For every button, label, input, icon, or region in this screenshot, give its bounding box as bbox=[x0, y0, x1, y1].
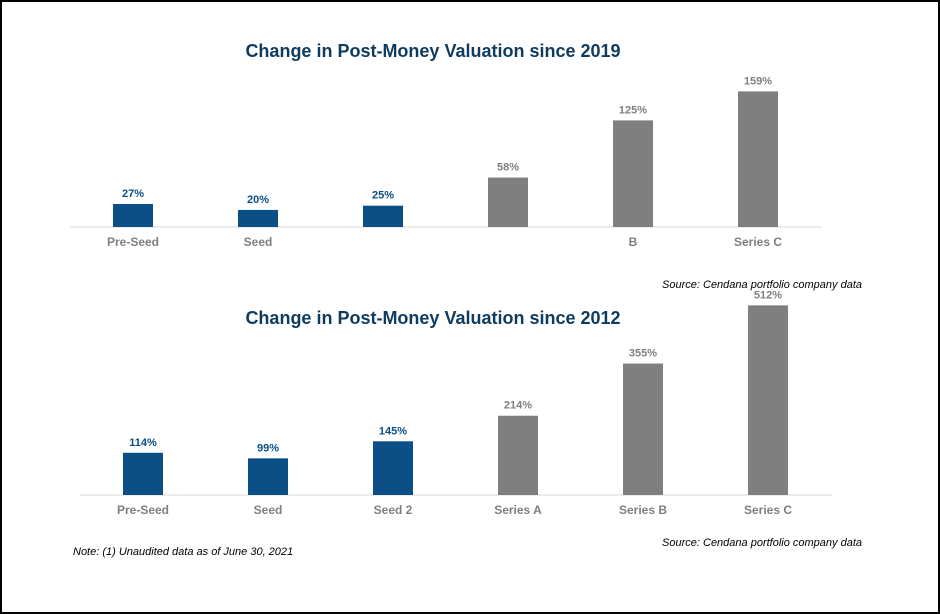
chart-2-title: Change in Post-Money Valuation since 201… bbox=[245, 308, 621, 328]
bar bbox=[238, 209, 278, 227]
bar bbox=[488, 177, 528, 227]
footnote: Note: (1) Unaudited data as of June 30, … bbox=[73, 546, 294, 558]
category-label: Series B bbox=[619, 503, 667, 517]
chart-1-title: Change in Post-Money Valuation since 201… bbox=[245, 41, 621, 61]
bar bbox=[498, 415, 538, 495]
bar bbox=[613, 120, 653, 227]
data-label: 355% bbox=[629, 348, 657, 360]
bar bbox=[738, 91, 778, 227]
category-label: Pre-Seed bbox=[117, 503, 169, 517]
data-label: 145% bbox=[379, 425, 407, 437]
chart-1-source: Source: Cendana portfolio company data bbox=[662, 279, 862, 291]
data-label: 114% bbox=[129, 437, 157, 449]
data-label: 27% bbox=[122, 188, 144, 200]
bar bbox=[113, 203, 153, 227]
data-label: 125% bbox=[619, 104, 647, 116]
category-label: B bbox=[629, 235, 638, 249]
data-label: 512% bbox=[754, 289, 782, 301]
data-label: 25% bbox=[372, 190, 394, 202]
category-label: Pre-Seed bbox=[107, 235, 159, 249]
data-label: 99% bbox=[257, 442, 279, 454]
bar bbox=[373, 441, 413, 495]
bar bbox=[623, 363, 663, 495]
chart-2-source: Source: Cendana portfolio company data bbox=[662, 537, 862, 549]
bar bbox=[248, 458, 288, 495]
data-label: 20% bbox=[247, 194, 269, 206]
category-label: Seed 2 bbox=[374, 503, 413, 517]
chart-1: 27% Pre-Seed 20% Seed 25% 58% 125% B 159% Series … bbox=[70, 75, 822, 249]
bar bbox=[123, 452, 163, 495]
data-label: 214% bbox=[504, 400, 532, 412]
category-label: Seed bbox=[254, 503, 283, 517]
category-label: Series A bbox=[494, 503, 542, 517]
category-label: Series C bbox=[734, 235, 782, 249]
chart-2: 114% Pre-Seed 99% Seed 145% Seed 2 214% Series … bbox=[80, 289, 832, 517]
bar bbox=[363, 205, 403, 227]
category-label: Series C bbox=[744, 503, 792, 517]
category-label: Seed bbox=[244, 235, 273, 249]
data-label: 58% bbox=[497, 162, 519, 174]
bar bbox=[748, 305, 788, 495]
data-label: 159% bbox=[744, 75, 772, 87]
